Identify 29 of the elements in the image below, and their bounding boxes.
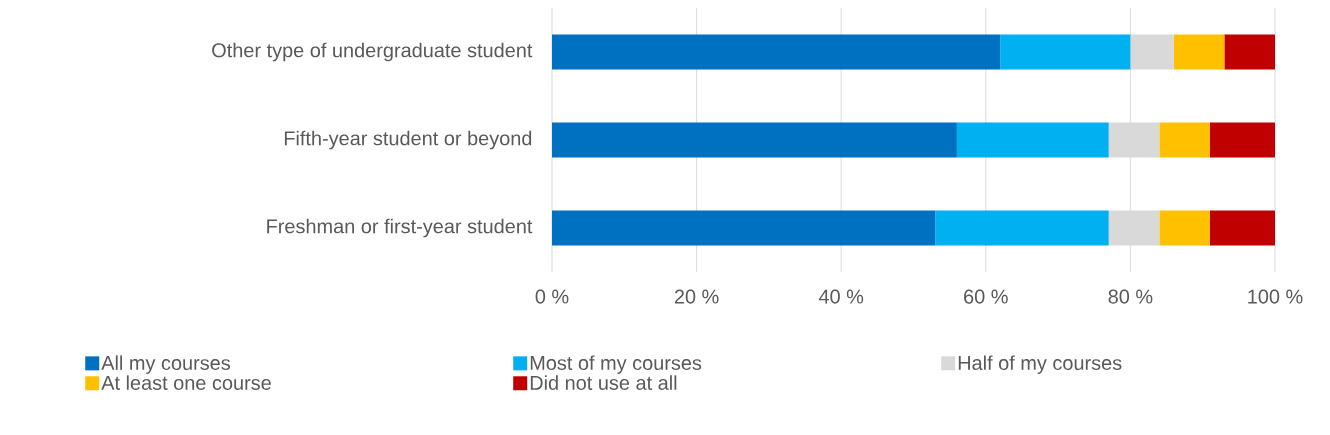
x-tick-label: 0 % [535,289,569,304]
bar [1108,210,1160,246]
bar [1209,210,1275,246]
legend-label: Most of my courses [530,355,702,374]
bar [1159,122,1210,158]
bar [1130,34,1174,70]
x-tick-label: 80 % [1108,289,1153,304]
bar [956,122,1109,158]
bar [935,210,1109,246]
legend-label: At least one course [101,375,271,390]
bar [551,34,1001,70]
bar [1224,34,1275,70]
y-tick-label: Fifth-year student or beyond [284,130,532,150]
bar [551,122,957,158]
bar [1159,210,1210,246]
bar [1000,34,1131,70]
x-tick-label: 100 % [1248,289,1303,304]
bar [551,210,936,246]
legend-label: All my courses [101,355,231,374]
x-tick-label: 60 % [964,289,1008,304]
x-tick-label: 20 % [674,289,719,304]
y-tick-label: Freshman or first-year student [267,218,533,238]
bar [1209,122,1275,158]
bar [1108,122,1160,158]
legend-label: Half of my courses [958,355,1122,374]
bar [1173,34,1225,70]
x-tick-label: 40 % [818,289,864,304]
legend-label: Did not use at all [530,375,677,390]
y-tick-label: Other type of undergraduate student [212,42,533,62]
